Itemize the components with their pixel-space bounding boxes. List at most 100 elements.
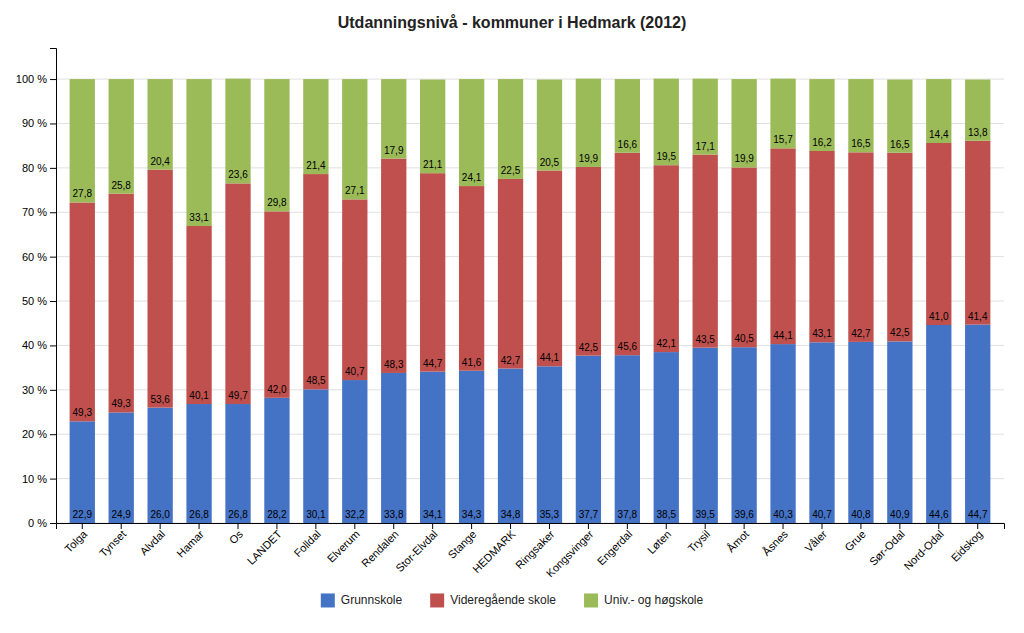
bar: [225, 79, 250, 184]
x-tick: Våler: [802, 523, 829, 554]
bar: [537, 80, 562, 171]
bar: [770, 344, 795, 523]
data-label: 35,3: [540, 509, 560, 520]
data-label: 38,5: [657, 509, 677, 520]
x-tick: Eidskog: [949, 523, 985, 564]
x-tick: Grue: [842, 523, 868, 554]
x-tick-mark: [121, 523, 122, 529]
x-tick-mark: [432, 523, 433, 529]
x-tick-label: Nord-Odal: [901, 528, 945, 572]
bar: [70, 79, 95, 202]
data-label: 16,5: [851, 138, 871, 149]
data-label: 24,1: [462, 172, 482, 183]
y-tick-mark: [50, 434, 56, 435]
bar: [926, 143, 951, 325]
bar: [186, 226, 211, 404]
y-tick-mark: [50, 390, 56, 391]
x-tick-mark: [471, 523, 472, 529]
x-tick-mark: [393, 523, 394, 529]
y-tick: 90 %: [22, 117, 56, 129]
x-tick-mark: [666, 523, 667, 529]
data-label: 22,5: [501, 165, 521, 176]
y-tick-label: 30 %: [22, 384, 47, 396]
data-label: 20,4: [150, 156, 170, 167]
x-tick-mark: [899, 523, 900, 529]
data-label: 19,5: [657, 151, 677, 162]
x-tick-label: HEDMARK: [470, 527, 518, 575]
data-label: 14,4: [929, 129, 949, 140]
bar: [498, 79, 523, 179]
legend-label: Videregående skole: [450, 593, 556, 607]
bar: [70, 421, 95, 523]
data-label: 24,9: [111, 509, 131, 520]
x-tick: Tynset: [97, 523, 128, 559]
x-tick-label: Hamar: [174, 528, 206, 560]
bar: [770, 148, 795, 344]
bar: [693, 348, 718, 523]
data-label: 27,8: [73, 188, 93, 199]
data-label: 49,3: [73, 407, 93, 418]
data-label: 34,3: [462, 509, 482, 520]
bar: [303, 174, 328, 389]
bar: [498, 369, 523, 523]
y-axis: 0 %10 %20 %30 %40 %50 %60 %70 %80 %90 %1…: [16, 49, 57, 530]
bar: [264, 211, 289, 397]
y-tick-mark: [50, 212, 56, 213]
x-tick: Åmot: [724, 523, 751, 554]
legend-item: Videregående skole: [430, 593, 556, 607]
data-label: 43,1: [812, 328, 832, 339]
data-label: 26,0: [150, 509, 170, 520]
x-tick-mark: [354, 523, 355, 529]
bar: [887, 341, 912, 523]
data-label: 40,8: [851, 509, 871, 520]
data-label: 39,5: [695, 509, 715, 520]
data-label: 44,7: [423, 358, 443, 369]
x-tick: Åsnes: [760, 523, 790, 558]
bar: [731, 79, 756, 167]
bar: [147, 170, 172, 408]
bar: [459, 186, 484, 371]
data-label: 32,2: [345, 509, 365, 520]
x-tick-label: Elverum: [325, 528, 362, 565]
bar: [147, 79, 172, 170]
data-label: 42,5: [579, 342, 599, 353]
legend-swatch: [430, 593, 444, 607]
y-tick: 70 %: [22, 206, 56, 218]
y-tick: 20 %: [22, 428, 56, 440]
data-label: 42,7: [501, 355, 521, 366]
bar: [965, 80, 990, 141]
data-label: 22,9: [73, 509, 93, 520]
y-tick-mark: [50, 257, 56, 258]
bar: [770, 79, 795, 149]
y-tick-label: 10 %: [22, 473, 47, 485]
x-axis-line: [57, 524, 1005, 530]
y-tick-mark: [50, 301, 56, 302]
bar: [537, 171, 562, 367]
data-label: 44,7: [968, 509, 988, 520]
data-label: 45,6: [618, 341, 638, 352]
y-tick-mark: [50, 479, 56, 480]
bar: [615, 355, 640, 523]
bar: [264, 79, 289, 211]
x-tick-label: Tynset: [97, 528, 128, 559]
x-tick-mark: [977, 523, 978, 529]
y-tick-label: 50 %: [22, 295, 47, 307]
bar: [654, 165, 679, 352]
x-tick-label: Trysil: [685, 528, 712, 555]
data-label: 40,7: [812, 509, 832, 520]
y-tick-label: 0 %: [28, 517, 47, 529]
x-tick: Kongsvinger: [544, 523, 596, 579]
data-label: 34,1: [423, 509, 443, 520]
x-tick-label: Kongsvinger: [544, 528, 596, 580]
x-tick-label: Sør-Odal: [867, 528, 907, 568]
x-tick-mark: [588, 523, 589, 529]
bar: [731, 167, 756, 347]
data-label: 13,8: [968, 127, 988, 138]
bar: [70, 202, 95, 421]
bar: [809, 342, 834, 523]
data-label: 40,9: [890, 509, 910, 520]
data-label: 33,8: [384, 509, 404, 520]
data-label: 33,1: [189, 212, 209, 223]
data-label: 27,1: [345, 185, 365, 196]
bar: [654, 352, 679, 523]
